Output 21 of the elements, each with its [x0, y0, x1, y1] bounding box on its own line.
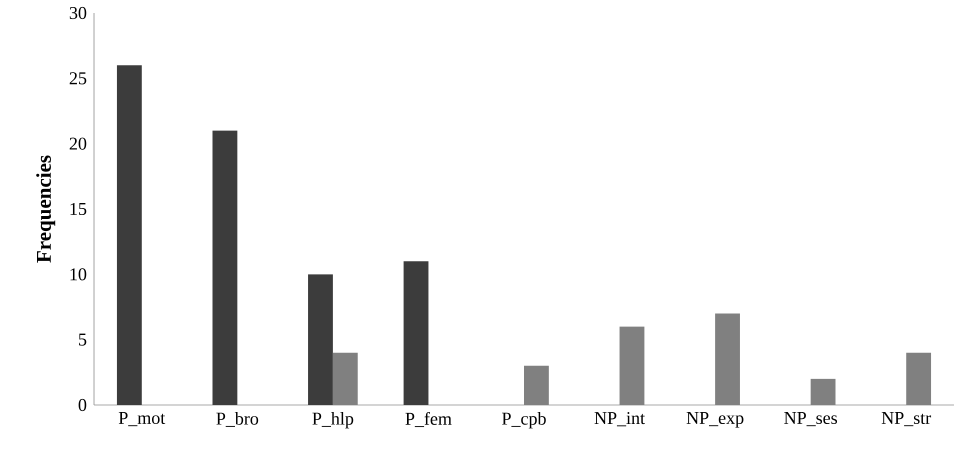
- bar: [308, 274, 333, 405]
- y-tick-label: 15: [70, 202, 86, 216]
- y-tick-label: 20: [70, 138, 86, 150]
- x-tick-label: P_fem: [405, 412, 452, 428]
- x-tick-label: P_hlp: [312, 412, 354, 428]
- x-tick-label: P_mot: [118, 412, 166, 426]
- x-tick-label: P_bro: [216, 412, 258, 427]
- y-tick-label: 25: [70, 72, 86, 84]
- y-tick-label: 10: [70, 268, 86, 280]
- bar: [116, 65, 142, 405]
- y-axis-title: Frequencies: [36, 155, 56, 263]
- x-tick-label: NP_exp: [686, 412, 744, 428]
- x-tick-label: NP_ses: [784, 412, 838, 426]
- y-tick-label: 5: [78, 334, 86, 346]
- x-tick-label: NP_int: [594, 412, 645, 426]
- y-tick-label: 0: [78, 398, 86, 412]
- x-tick-label: P_cpb: [502, 412, 546, 428]
- bar: [404, 261, 428, 405]
- x-tick-label: NP_str: [882, 412, 932, 426]
- bar: [212, 130, 238, 405]
- y-tick-label: 30: [70, 6, 86, 20]
